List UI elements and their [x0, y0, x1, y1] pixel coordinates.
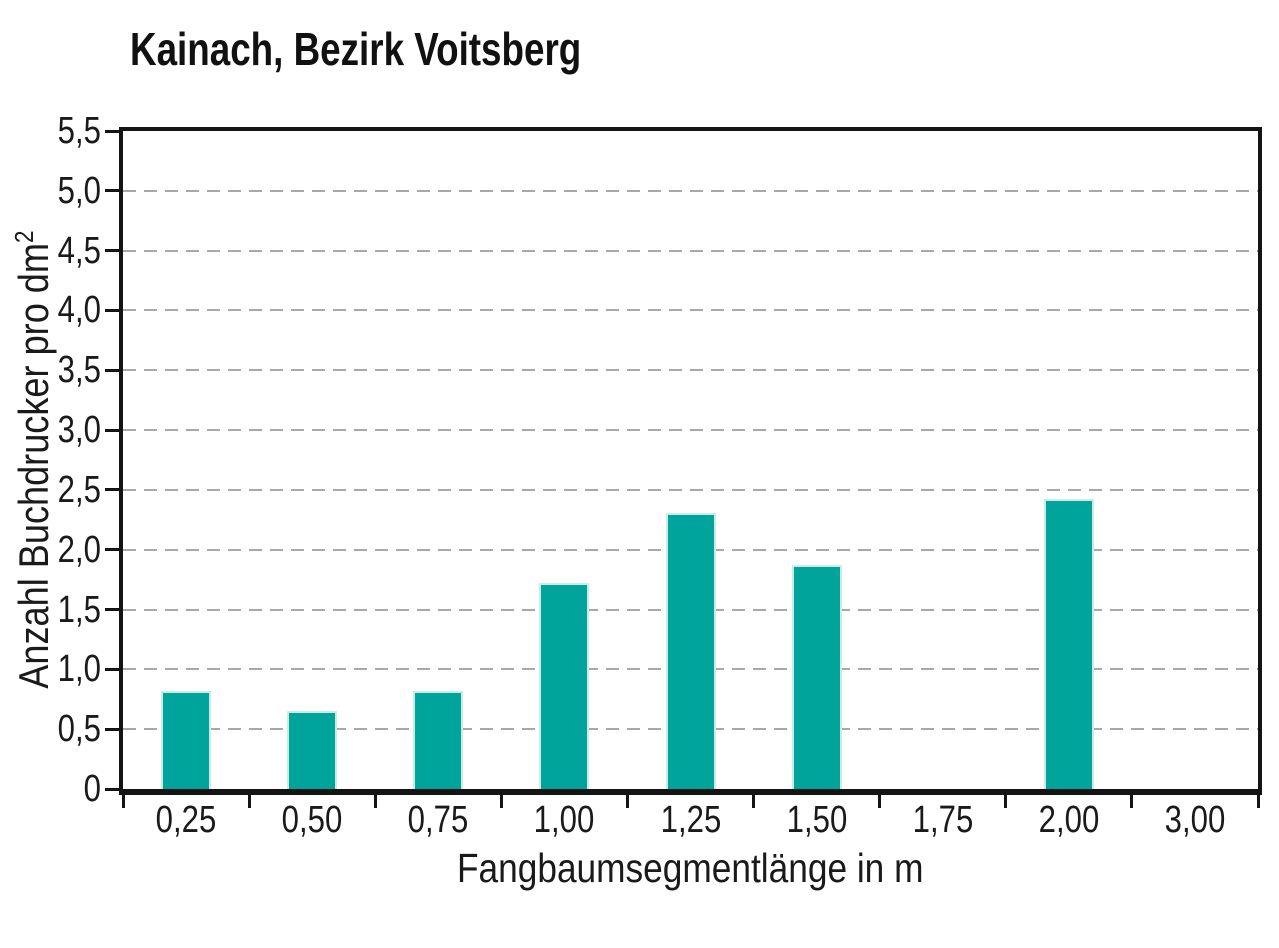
gridline — [123, 488, 1258, 491]
x-axis-tick — [752, 795, 756, 808]
x-tick-label: 1,25 — [660, 799, 721, 841]
x-axis-tick — [121, 795, 125, 808]
bar-0,75 — [413, 690, 464, 789]
plot-area — [119, 127, 1262, 795]
y-axis-tick — [105, 129, 119, 133]
gridline — [123, 429, 1258, 432]
y-tick-label: 5,0 — [57, 169, 101, 212]
y-tick-label: 0,5 — [57, 708, 101, 751]
y-tick-label: 0 — [83, 768, 101, 810]
y-axis-tick — [105, 548, 119, 552]
y-axis-tick — [105, 667, 119, 671]
x-axis-tick — [499, 795, 503, 808]
y-axis-tick — [105, 727, 119, 731]
x-tick-label: 1,00 — [534, 799, 595, 841]
x-axis-tick — [247, 795, 251, 808]
y-tick-label: 2,5 — [57, 468, 101, 511]
x-tick-label: 2,00 — [1038, 799, 1100, 841]
x-tick-label: 0,50 — [281, 799, 343, 841]
x-axis-tick — [1256, 795, 1260, 808]
y-axis-tick — [105, 249, 119, 253]
y-axis-tick — [105, 787, 119, 791]
x-tick-label: 3,00 — [1164, 799, 1226, 841]
y-tick-label: 1,5 — [57, 588, 101, 631]
y-axis-tick — [105, 189, 119, 193]
bar-2,00 — [1043, 499, 1094, 789]
x-tick-label: 0,25 — [155, 799, 217, 841]
x-tick-label: 1,50 — [786, 799, 847, 841]
y-tick-label: 4,0 — [57, 289, 101, 332]
y-tick-label: 2,0 — [57, 528, 101, 571]
y-axis-tick — [105, 308, 119, 312]
bar-1,00 — [539, 583, 590, 789]
x-axis-tick — [1130, 795, 1134, 808]
x-tick-label: 0,75 — [407, 799, 469, 841]
y-tick-label: 3,5 — [57, 349, 101, 392]
y-axis-tick — [105, 368, 119, 372]
x-axis-tick — [1004, 795, 1008, 808]
y-tick-label: 5,5 — [57, 110, 101, 152]
x-axis-title: Fangbaumsegmentlänge in m — [123, 845, 1258, 892]
bar-0,25 — [161, 690, 212, 789]
x-axis-tick — [878, 795, 882, 808]
x-axis-tick — [373, 795, 377, 808]
x-tick-label: 1,75 — [912, 799, 974, 841]
x-axis-title-text: Fangbaumsegmentlänge in m — [457, 845, 924, 891]
gridline — [123, 189, 1258, 192]
bar-0,50 — [287, 711, 338, 789]
gridline — [123, 249, 1258, 252]
y-axis-tick — [105, 608, 119, 612]
y-axis-tick — [105, 428, 119, 432]
bar-1,50 — [791, 565, 842, 789]
bar-1,25 — [665, 512, 716, 789]
gridline — [123, 309, 1258, 312]
y-tick-label: 1,0 — [57, 648, 101, 691]
chart-title: Kainach, Bezirk Voitsberg — [130, 23, 582, 75]
y-tick-label: 3,0 — [57, 409, 101, 452]
y-axis-tick — [105, 488, 119, 492]
x-axis-tick — [625, 795, 629, 808]
y-tick-label: 4,5 — [57, 229, 101, 272]
gridline — [123, 369, 1258, 372]
